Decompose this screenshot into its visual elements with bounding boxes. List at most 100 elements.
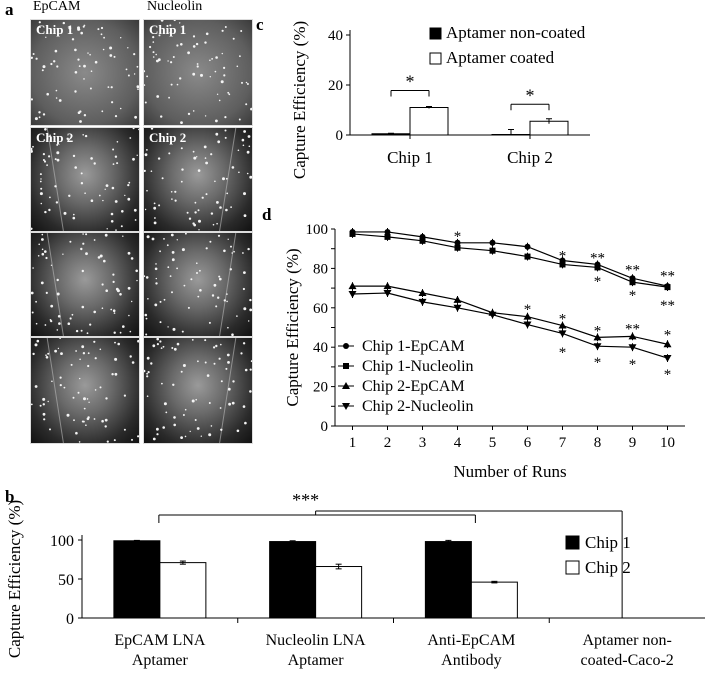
cell-dot [43,418,46,421]
cell-dot [70,363,73,366]
cell-dots [31,233,138,336]
micrograph-4: Chip 2 [143,127,253,232]
cell-dot [248,320,250,322]
cell-dot [57,347,60,350]
cell-dot [34,117,38,121]
cell-dot [105,397,108,400]
legend-label: Chip 2-Nucleolin [362,398,474,415]
cell-dot [133,53,136,56]
cell-dot [249,390,252,393]
cell-dot [204,157,207,159]
cell-dot [215,119,218,123]
cell-dot [122,325,125,328]
series-1 [349,228,671,291]
marker-triangle-down [488,311,497,319]
cell-dot [167,266,170,269]
cell-dot [223,74,226,77]
cell-dot [217,296,220,299]
cell-dot [38,21,41,24]
x-tick-label: Aptamer non- [582,632,671,649]
cell-dot [196,427,200,430]
cell-dot [150,128,154,130]
cell-dot [184,435,187,438]
x-tick-label: 3 [419,435,427,451]
cell-dot [85,233,88,236]
significance-mark: * [664,327,672,343]
marker-triangle-down [418,298,427,306]
cell-dot [194,419,197,421]
marker-triangle [383,282,392,290]
cell-dot [137,88,139,90]
cell-dot [40,202,43,205]
cell-dot [113,55,116,58]
cell-dot [62,21,65,25]
cell-dot [110,220,114,223]
cell-dot [73,419,75,422]
cell-dot [153,206,157,210]
cell-dot [41,248,44,251]
cell-dot [41,238,44,241]
cell-dot [67,322,71,325]
cell-dot [246,150,250,154]
cell-dot [113,331,116,334]
x-tick-label: 1 [349,435,357,451]
y-tick-label: 100 [50,533,74,550]
cell-dot [31,291,34,295]
cell-dot [225,177,228,180]
cell-dot [136,154,138,156]
significance-mark: ** [625,322,640,338]
micrograph-6 [143,232,253,337]
cell-dot [180,121,183,124]
cell-dot [238,118,241,121]
cell-dot [87,364,90,368]
cell-dot [86,417,90,421]
legend-swatch [429,27,442,40]
y-tick-label: 80 [313,261,328,277]
cell-dot [167,326,169,328]
cell-dot [223,299,226,302]
marker-square [629,279,636,286]
cell-dot [154,267,158,271]
cell-dot [104,425,107,428]
cell-dot [72,154,76,158]
cell-dot [204,339,207,342]
cell-dot [94,357,97,360]
y-tick-label: 100 [306,222,329,238]
cell-dot [217,234,221,237]
cell-dot [160,347,163,349]
cell-dot [31,227,33,230]
marker-circle [524,243,531,250]
cell-dot [119,293,122,296]
x-tick-label: Anti-EpCAM [427,632,515,649]
cell-dot [127,74,130,77]
cell-dot [170,83,173,86]
cell-dot [249,368,252,371]
cell-dot [129,330,132,333]
cell-dot [82,134,84,136]
significance-mark: *** [292,490,319,510]
cell-dot [210,425,213,427]
cell-dot [44,324,47,326]
cell-dot [51,380,53,383]
cell-dot [32,145,34,148]
cell-dot [182,414,185,416]
cell-dot [35,57,38,60]
marker-triangle-down [383,290,392,298]
cell-dot [114,357,118,361]
cell-dot [84,134,88,138]
column-label-nucleolin: Nucleolin [147,0,203,14]
significance-mark: * [594,355,602,371]
cell-dot [88,401,90,403]
bar [424,541,472,619]
cell-dot [247,247,250,251]
cell-dot [192,222,195,225]
marker-square [349,230,356,237]
cell-dot [184,408,187,411]
cell-dot [209,240,212,243]
cell-dot [227,238,229,240]
cell-dot [78,65,81,67]
significance-mark: * [559,249,567,265]
cell-dot [238,171,240,174]
cell-dot [111,373,114,376]
cell-dot [123,394,126,397]
